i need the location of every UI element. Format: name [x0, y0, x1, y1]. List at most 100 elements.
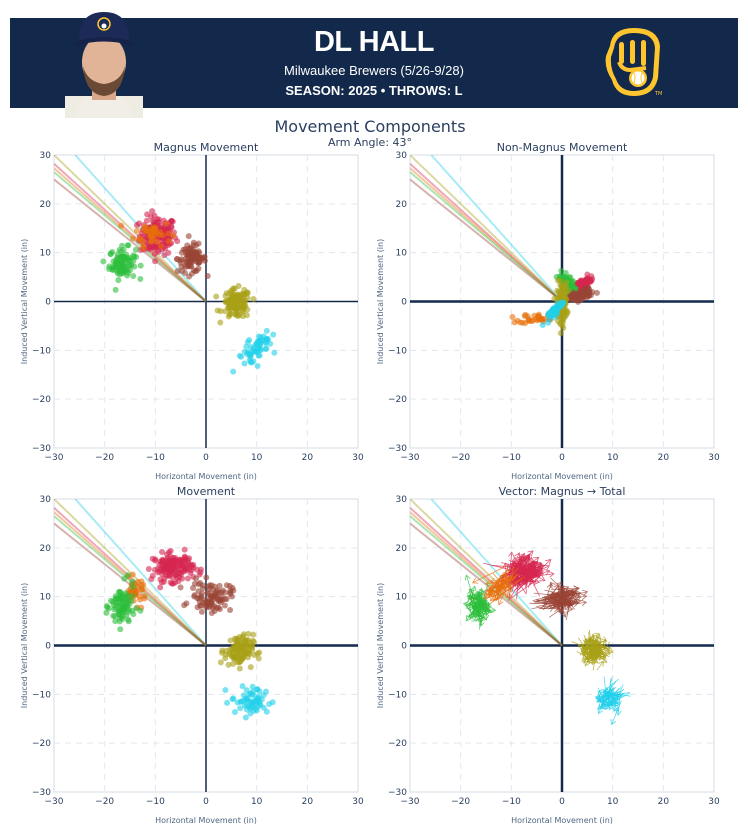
- svg-text:0: 0: [45, 298, 51, 308]
- pitch-point: [206, 582, 213, 589]
- pitch-point: [119, 270, 126, 277]
- pitch-point: [222, 651, 229, 658]
- svg-text:−30: −30: [401, 453, 420, 463]
- pitch-point: [225, 661, 232, 668]
- pitch-point: [536, 316, 543, 323]
- svg-text:−20: −20: [388, 395, 407, 405]
- pitch-point: [243, 343, 250, 350]
- pitch-point: [119, 595, 126, 602]
- pitch-point: [193, 566, 200, 573]
- pitch-point: [228, 291, 235, 298]
- svg-text:−30: −30: [45, 453, 64, 463]
- svg-text:20: 20: [658, 453, 670, 463]
- team-date-range: Milwaukee Brewers (5/26-9/28): [284, 63, 464, 78]
- svg-text:10: 10: [607, 797, 619, 807]
- svg-text:−20: −20: [95, 453, 114, 463]
- arm-angle-line: [430, 499, 563, 647]
- pitch-point: [539, 321, 546, 328]
- pitch-point: [191, 592, 198, 599]
- pitch-point: [554, 277, 561, 284]
- pitch-point: [147, 238, 154, 245]
- pitch-point: [253, 341, 260, 348]
- svg-text:10: 10: [251, 797, 263, 807]
- svg-text:Induced Vertical Movement (in): Induced Vertical Movement (in): [376, 583, 385, 708]
- pitch-point: [263, 345, 270, 352]
- pitch-point: [242, 638, 249, 645]
- svg-text:10: 10: [607, 453, 619, 463]
- plot-title-magnus: Magnus Movement: [153, 141, 259, 154]
- pitch-point: [185, 556, 192, 563]
- pitch-point: [249, 683, 256, 690]
- pitch-point: [577, 277, 584, 284]
- pitch-point: [129, 593, 136, 600]
- pitch-point: [125, 257, 132, 264]
- pitch-point: [231, 656, 238, 663]
- pitch-point: [517, 319, 524, 326]
- pitch-point: [145, 566, 152, 573]
- pitch-point: [125, 242, 132, 249]
- pitch-point: [146, 244, 153, 251]
- pitch-point: [235, 283, 242, 290]
- pitch-point: [217, 319, 224, 326]
- pitch-point: [589, 289, 596, 296]
- svg-text:Induced Vertical Movement (in): Induced Vertical Movement (in): [20, 583, 29, 708]
- pitch-point: [255, 655, 262, 662]
- player-name: DL HALL: [313, 26, 435, 58]
- pitch-point: [194, 604, 201, 611]
- pitch-point: [254, 650, 261, 657]
- svg-text:Horizontal Movement (in): Horizontal Movement (in): [155, 816, 257, 824]
- svg-text:10: 10: [40, 249, 52, 259]
- pitch-point: [173, 256, 180, 263]
- chart-panel-0: −30 −20 −10 0 10 20 30 −30 −20 −10 0 10 20 30 Horizont…: [20, 151, 364, 481]
- pitch-point: [200, 599, 207, 606]
- pitch-point: [165, 563, 172, 570]
- pitch-point: [117, 626, 124, 633]
- pitch-point: [238, 353, 245, 360]
- pitch-point: [132, 246, 139, 253]
- pitch-point: [221, 589, 228, 596]
- svg-text:−30: −30: [388, 444, 407, 454]
- pitch-point: [195, 595, 202, 602]
- pitch-point: [243, 312, 250, 319]
- pitch-point: [556, 291, 563, 298]
- pitch-point: [140, 244, 147, 251]
- pitch-point: [167, 547, 174, 554]
- pitch-point: [152, 243, 159, 250]
- svg-text:0: 0: [559, 453, 565, 463]
- svg-text:30: 30: [396, 495, 408, 505]
- pitch-point: [184, 575, 191, 582]
- pitch-point: [203, 574, 210, 581]
- pitch-point: [112, 256, 119, 263]
- pitch-point: [205, 590, 212, 597]
- pitch-point: [229, 299, 236, 306]
- pitch-point: [229, 696, 236, 703]
- pitch-point: [227, 590, 234, 597]
- pitch-point: [195, 259, 202, 266]
- pitch-point: [128, 262, 135, 269]
- pitch-point: [165, 238, 172, 245]
- svg-text:Horizontal Movement (in): Horizontal Movement (in): [511, 816, 613, 824]
- pitch-point: [227, 637, 234, 644]
- svg-text:Horizontal Movement (in): Horizontal Movement (in): [155, 472, 257, 481]
- svg-text:−20: −20: [451, 797, 470, 807]
- arm-angle-line: [74, 499, 207, 647]
- pitch-point: [204, 273, 211, 280]
- chart-panel-3: −30 −20 −10 0 10 20 30 −30 −20 −10 0 10 20 30 Horizont…: [376, 495, 720, 824]
- pitch-point: [263, 327, 270, 334]
- pitch-point: [227, 311, 234, 318]
- figure-title: Movement Components: [274, 117, 466, 136]
- svg-text:20: 20: [302, 797, 314, 807]
- pitch-point: [189, 248, 196, 255]
- pitch-point: [236, 665, 243, 672]
- pitch-point: [585, 292, 592, 299]
- pitch-point: [263, 340, 270, 347]
- pitch-point: [223, 298, 230, 305]
- pitch-point: [155, 249, 162, 256]
- svg-text:0: 0: [203, 453, 209, 463]
- season-throws: SEASON: 2025 • THROWS: L: [285, 83, 463, 98]
- pitch-point: [130, 611, 137, 618]
- svg-text:20: 20: [302, 453, 314, 463]
- pitch-point: [158, 243, 165, 250]
- svg-text:10: 10: [396, 249, 408, 259]
- pitch-point: [222, 686, 229, 693]
